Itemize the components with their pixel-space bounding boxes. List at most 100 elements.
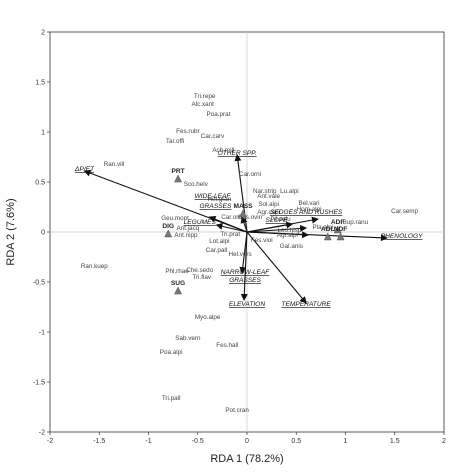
species-label: Sab.vern: [175, 335, 201, 342]
variable-arrows: [83, 154, 388, 304]
arrow-vector: [240, 216, 248, 233]
y-tick-label: 0.5: [35, 180, 45, 187]
variable-label: NARROW-LEAF: [221, 269, 271, 276]
y-tick-label: -1.5: [33, 380, 45, 387]
species-label: Poa.prat: [207, 111, 231, 118]
group-label: PRT: [171, 168, 184, 175]
species-label: Bup.ranu: [343, 219, 369, 226]
species-label: Ran.vill: [104, 161, 125, 168]
y-axis-title: RDA 2 (7.6%): [5, 198, 17, 265]
x-axis-title: RDA 1 (78.2%): [210, 453, 283, 465]
x-tick-label: -1.5: [93, 438, 105, 445]
species-label: Car.orni: [239, 171, 261, 178]
species-label: Ces.ovin: [238, 214, 263, 221]
species-label: Ant.vale: [257, 193, 280, 200]
species-label: Gal.anis: [280, 243, 303, 250]
arrow-vector: [246, 221, 294, 233]
x-axis-ticks: -2 -1.5 -1 -0.5 0 0.5 1 1.5 2: [47, 432, 446, 445]
group-marker: [174, 286, 183, 295]
variable-label: ΔP/ET: [74, 166, 95, 173]
species-label: Geu.mont: [161, 215, 189, 222]
species-label: Myo.alpe: [195, 314, 221, 321]
species-label: Alc.xant: [191, 101, 214, 108]
species-label: Pil.velu: [270, 216, 291, 223]
x-tick-label: -2: [47, 438, 53, 445]
x-tick-label: 0.5: [291, 438, 301, 445]
y-tick-label: -1: [39, 330, 45, 337]
species-label: Lot.alpi: [209, 238, 229, 245]
x-tick-label: -1: [145, 438, 151, 445]
species-label: Nar.strip: [253, 188, 277, 195]
species-label: Tri.prat: [220, 231, 240, 238]
group-marker: [239, 209, 248, 218]
species-label: Car.semp: [391, 208, 418, 215]
variable-label: OTHER SPP.: [218, 150, 257, 157]
species-label: Ach.mill: [212, 147, 234, 154]
species-label: Hom.alpi: [297, 206, 322, 213]
x-tick-label: 1: [344, 438, 348, 445]
species-label: Agr.alpi: [277, 232, 298, 239]
y-tick-label: -2: [39, 430, 45, 437]
variable-label: PHENOLOGY: [381, 233, 423, 240]
species-label: Tri.pall: [162, 395, 181, 402]
species-label: Sol.alpi: [258, 201, 279, 208]
species-label: Fes.hall: [216, 342, 238, 349]
x-tick-label: -0.5: [192, 438, 204, 445]
species-label: Car.pall: [206, 247, 227, 254]
group-label: DIG: [162, 223, 174, 230]
group-marker: [323, 232, 332, 241]
arrow-vector: [246, 224, 308, 233]
species-label: Hel.gran: [208, 196, 232, 203]
species-label: Bel.vari: [299, 200, 320, 207]
species-label: Pla.alpi: [313, 224, 334, 231]
y-tick-label: -0.5: [33, 280, 45, 287]
x-tick-label: 1.5: [390, 438, 400, 445]
species-label: Poa.alpi: [160, 349, 183, 356]
y-tick-label: 0: [41, 230, 45, 237]
species-label: Lu.alpi: [280, 188, 299, 195]
arrow-vector: [246, 231, 310, 239]
species-label: Car.carv: [201, 133, 225, 140]
arrow-vector: [246, 231, 307, 304]
variable-label: WIDE-LEAF: [195, 193, 232, 200]
species-label: Tar.offi: [166, 138, 184, 145]
group-marker: [336, 232, 345, 241]
species-label: Leo.hisp: [277, 227, 301, 234]
group-label: ADF: [331, 219, 345, 226]
species-label: Ant.nipp: [174, 232, 198, 239]
variable-label: SEDGES AND RUSHES: [270, 209, 343, 216]
species-label: Che.sedo: [186, 267, 213, 274]
species-label: Fes.viol: [251, 237, 273, 244]
group-label: ADL: [321, 226, 335, 233]
species-label: Sco.helv: [184, 181, 209, 188]
x-tick-label: 2: [442, 438, 446, 445]
group-marker: [174, 174, 183, 183]
group-marker: [164, 229, 173, 238]
group-label: NDF: [334, 226, 348, 233]
variable-label: ELEVATION: [229, 301, 265, 308]
variable-label: GRASSES: [200, 203, 232, 210]
arrow-vector: [83, 169, 248, 233]
species-label: Fes.rubr: [176, 128, 199, 135]
species-label: Phl.rhae: [165, 268, 189, 275]
variable-label: GRASSES: [229, 277, 261, 284]
arrow-vector: [215, 222, 248, 233]
species-label: Car.orni: [221, 214, 243, 221]
species-label: Ant.jacq: [177, 225, 200, 232]
species-label: Pot.cran: [225, 407, 249, 414]
variable-label: SLOPE: [266, 217, 289, 224]
y-axis-ticks: -2 -1.5 -1 -0.5 0 0.5 1 1.5 2: [33, 30, 50, 437]
variable-label: TEMPERATURE: [281, 301, 331, 308]
species-label: Agr.capi: [257, 209, 280, 216]
species-label: Hel.vers: [229, 251, 252, 258]
group-marker: [333, 225, 342, 234]
y-tick-label: 1.5: [35, 80, 45, 87]
y-tick-label: 2: [41, 30, 45, 37]
variable-label: LEGUMES: [184, 219, 217, 226]
arrow-vector: [240, 231, 248, 301]
species-label: Tri.flav: [192, 274, 212, 281]
species-label: Ran.kuep: [81, 263, 108, 270]
